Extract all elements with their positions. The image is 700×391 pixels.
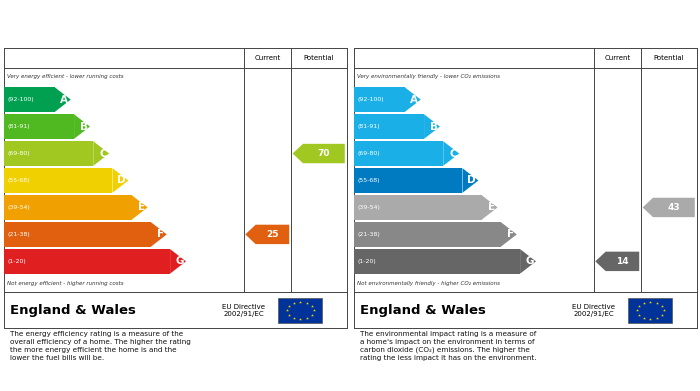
Bar (4, 195, 132, 220)
Polygon shape (595, 252, 639, 271)
Text: Not energy efficient - higher running costs: Not energy efficient - higher running co… (7, 281, 124, 286)
Bar (354, 222, 501, 247)
Text: (39-54): (39-54) (358, 205, 381, 210)
Bar (4, 168, 113, 193)
Polygon shape (405, 87, 421, 112)
Text: B: B (80, 122, 88, 131)
Text: 70: 70 (318, 149, 330, 158)
Text: F: F (508, 230, 514, 239)
Text: (92-100): (92-100) (8, 97, 34, 102)
Text: The energy efficiency rating is a measure of the
overall efficiency of a home. T: The energy efficiency rating is a measur… (10, 331, 191, 361)
Text: E: E (488, 203, 495, 212)
Polygon shape (170, 249, 186, 274)
Text: E: E (138, 203, 145, 212)
Text: Very environmentally friendly - lower CO₂ emissions: Very environmentally friendly - lower CO… (357, 74, 500, 79)
Text: England & Wales: England & Wales (10, 304, 136, 317)
Text: (81-91): (81-91) (8, 124, 30, 129)
Polygon shape (424, 114, 440, 139)
Polygon shape (74, 114, 90, 139)
Polygon shape (93, 141, 109, 166)
Text: EU Directive
2002/91/EC: EU Directive 2002/91/EC (222, 304, 265, 317)
Text: (39-54): (39-54) (8, 205, 31, 210)
Bar (4, 114, 74, 139)
Text: 25: 25 (266, 230, 279, 239)
Text: F: F (158, 230, 164, 239)
Text: D: D (468, 176, 476, 185)
Polygon shape (501, 222, 517, 247)
Bar (354, 141, 443, 166)
Text: Very energy efficient - lower running costs: Very energy efficient - lower running co… (7, 74, 124, 79)
Bar (4, 141, 93, 166)
Text: EU Directive
2002/91/EC: EU Directive 2002/91/EC (572, 304, 615, 317)
Text: (21-38): (21-38) (8, 232, 30, 237)
Bar (354, 87, 405, 112)
Text: The environmental impact rating is a measure of
a home's impact on the environme: The environmental impact rating is a mea… (360, 331, 537, 361)
Text: Current: Current (254, 55, 281, 61)
Text: C: C (99, 149, 107, 158)
Text: 14: 14 (616, 257, 629, 266)
Text: Environmental Impact (CO₂) Rating: Environmental Impact (CO₂) Rating (358, 19, 578, 29)
Text: England & Wales: England & Wales (360, 304, 486, 317)
Text: Current: Current (604, 55, 631, 61)
Bar (354, 195, 482, 220)
Bar (354, 114, 424, 139)
Text: (69-80): (69-80) (8, 151, 30, 156)
Text: Potential: Potential (303, 55, 334, 61)
Polygon shape (443, 141, 459, 166)
Text: (55-68): (55-68) (8, 178, 30, 183)
Polygon shape (293, 144, 345, 163)
Bar (354, 168, 463, 193)
Text: (92-100): (92-100) (358, 97, 384, 102)
Text: D: D (118, 176, 126, 185)
Text: (69-80): (69-80) (358, 151, 380, 156)
Polygon shape (132, 195, 148, 220)
Polygon shape (151, 222, 167, 247)
Text: G: G (525, 256, 533, 266)
Text: G: G (175, 256, 183, 266)
Bar (4, 249, 170, 274)
Text: B: B (430, 122, 438, 131)
Text: A: A (60, 95, 69, 105)
Polygon shape (113, 168, 128, 193)
Text: (81-91): (81-91) (358, 124, 380, 129)
Text: (1-20): (1-20) (8, 259, 27, 264)
Text: Potential: Potential (653, 55, 684, 61)
Text: A: A (410, 95, 419, 105)
Text: (21-38): (21-38) (358, 232, 380, 237)
Bar (4, 87, 55, 112)
Text: C: C (449, 149, 457, 158)
Polygon shape (245, 225, 289, 244)
Bar (4, 222, 151, 247)
Text: Not environmentally friendly - higher CO₂ emissions: Not environmentally friendly - higher CO… (357, 281, 500, 286)
Text: (1-20): (1-20) (358, 259, 377, 264)
Polygon shape (643, 198, 695, 217)
Text: 43: 43 (668, 203, 680, 212)
Text: (55-68): (55-68) (358, 178, 380, 183)
Bar (278, 298, 323, 323)
Polygon shape (482, 195, 498, 220)
Polygon shape (520, 249, 536, 274)
Polygon shape (55, 87, 71, 112)
Text: Energy Efficiency Rating: Energy Efficiency Rating (8, 19, 162, 29)
Polygon shape (463, 168, 478, 193)
Bar (354, 249, 520, 274)
Bar (628, 298, 673, 323)
